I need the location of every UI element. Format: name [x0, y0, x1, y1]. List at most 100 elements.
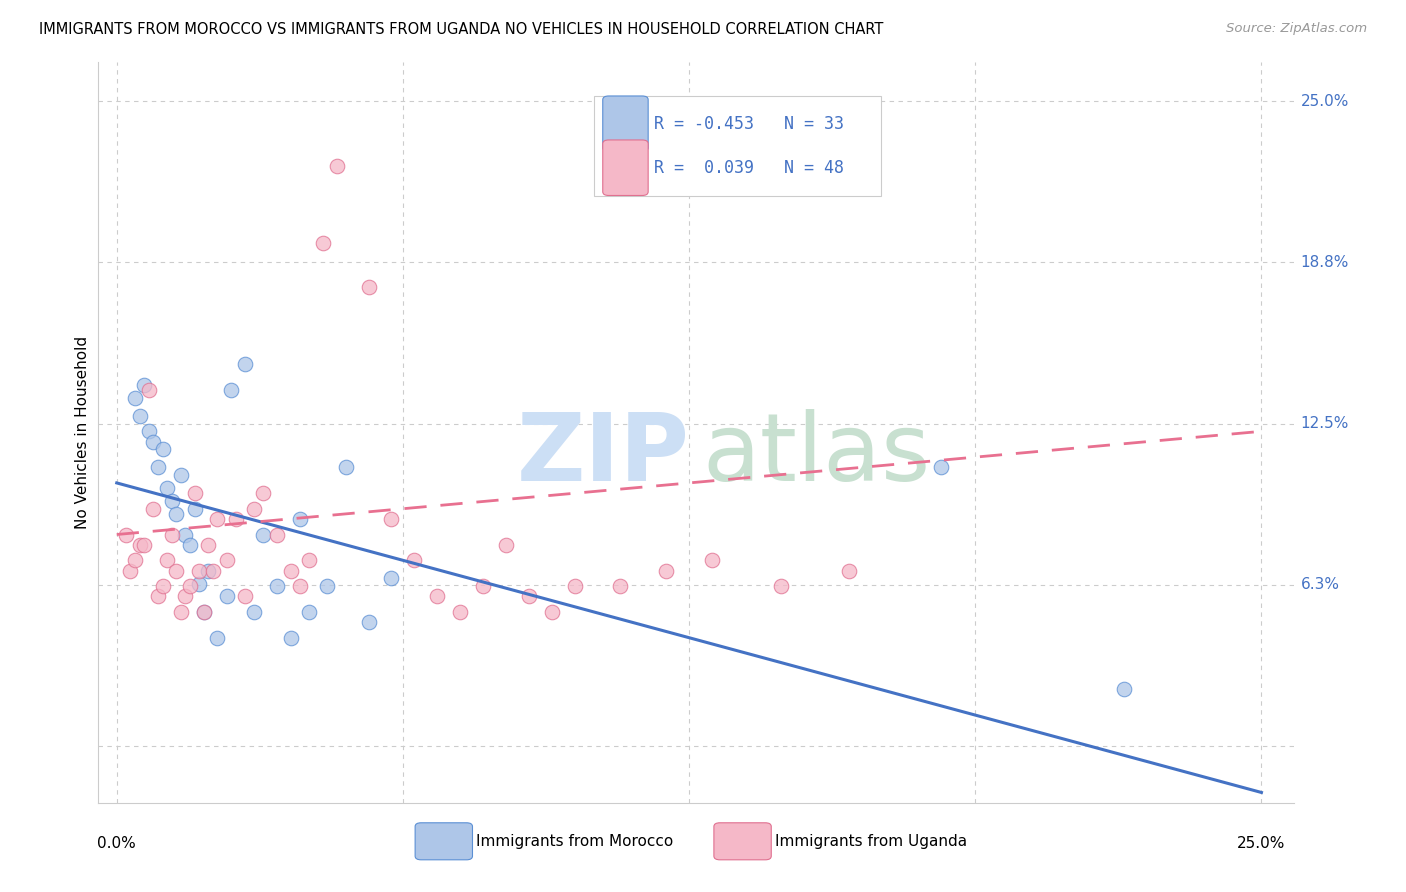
Point: [495, 538, 517, 552]
Point: [243, 501, 266, 516]
Text: R =  0.039   N = 48: R = 0.039 N = 48: [654, 159, 844, 177]
Point: [233, 357, 256, 371]
Point: [142, 434, 165, 449]
Point: [312, 235, 335, 250]
Point: [215, 590, 238, 604]
Point: [170, 468, 193, 483]
Point: [225, 512, 247, 526]
Point: [193, 605, 215, 619]
Text: 6.3%: 6.3%: [1301, 577, 1340, 592]
Point: [156, 553, 179, 567]
Point: [700, 553, 723, 567]
Point: [165, 507, 187, 521]
Point: [449, 605, 471, 619]
Point: [207, 512, 229, 526]
Point: [298, 605, 321, 619]
Point: [540, 605, 562, 619]
Text: 12.5%: 12.5%: [1301, 416, 1348, 431]
Point: [156, 481, 179, 495]
Point: [280, 631, 302, 645]
Point: [233, 590, 256, 604]
Point: [124, 391, 146, 405]
Text: Immigrants from Morocco: Immigrants from Morocco: [477, 834, 673, 849]
Point: [280, 564, 302, 578]
Point: [769, 579, 792, 593]
Point: [243, 605, 266, 619]
Text: 0.0%: 0.0%: [97, 837, 136, 851]
Point: [655, 564, 678, 578]
FancyBboxPatch shape: [415, 822, 472, 860]
FancyBboxPatch shape: [603, 140, 648, 195]
Point: [193, 605, 215, 619]
Y-axis label: No Vehicles in Household: No Vehicles in Household: [75, 336, 90, 529]
Point: [134, 538, 156, 552]
Point: [357, 280, 380, 294]
Point: [124, 553, 146, 567]
Point: [404, 553, 426, 567]
Text: 25.0%: 25.0%: [1301, 94, 1348, 109]
Point: [188, 564, 211, 578]
Text: Immigrants from Uganda: Immigrants from Uganda: [775, 834, 967, 849]
Point: [142, 501, 165, 516]
Point: [146, 590, 169, 604]
Point: [472, 579, 495, 593]
Text: IMMIGRANTS FROM MOROCCO VS IMMIGRANTS FROM UGANDA NO VEHICLES IN HOUSEHOLD CORRE: IMMIGRANTS FROM MOROCCO VS IMMIGRANTS FR…: [39, 22, 884, 37]
Point: [134, 377, 156, 392]
Text: Source: ZipAtlas.com: Source: ZipAtlas.com: [1226, 22, 1367, 36]
Text: 25.0%: 25.0%: [1237, 837, 1285, 851]
Point: [929, 460, 952, 475]
Point: [201, 564, 224, 578]
Point: [298, 553, 321, 567]
Point: [288, 512, 311, 526]
Point: [426, 590, 449, 604]
Point: [266, 527, 288, 541]
FancyBboxPatch shape: [714, 822, 772, 860]
Point: [564, 579, 586, 593]
Point: [380, 571, 402, 585]
Point: [170, 605, 193, 619]
Point: [152, 579, 174, 593]
Point: [188, 576, 211, 591]
Text: R = -0.453   N = 33: R = -0.453 N = 33: [654, 115, 844, 133]
Point: [252, 527, 274, 541]
Point: [128, 409, 150, 423]
Point: [160, 527, 183, 541]
Point: [335, 460, 357, 475]
Point: [609, 579, 631, 593]
Point: [838, 564, 860, 578]
Point: [174, 590, 197, 604]
Point: [165, 564, 187, 578]
Point: [1114, 682, 1136, 697]
Point: [146, 460, 169, 475]
Text: 18.8%: 18.8%: [1301, 255, 1348, 270]
Point: [183, 486, 205, 500]
Point: [179, 538, 201, 552]
Point: [325, 159, 347, 173]
Point: [266, 579, 288, 593]
Point: [174, 527, 197, 541]
FancyBboxPatch shape: [595, 95, 882, 195]
FancyBboxPatch shape: [603, 96, 648, 152]
Point: [380, 512, 402, 526]
Point: [160, 494, 183, 508]
Point: [115, 527, 138, 541]
Point: [252, 486, 274, 500]
Point: [316, 579, 339, 593]
Point: [179, 579, 201, 593]
Point: [288, 579, 311, 593]
Point: [197, 564, 219, 578]
Text: ZIP: ZIP: [517, 409, 690, 500]
Point: [207, 631, 229, 645]
Point: [120, 564, 142, 578]
Point: [215, 553, 238, 567]
Point: [357, 615, 380, 630]
Point: [152, 442, 174, 457]
Point: [197, 538, 219, 552]
Point: [138, 425, 160, 439]
Point: [517, 590, 540, 604]
Text: atlas: atlas: [702, 409, 931, 500]
Point: [138, 383, 160, 397]
Point: [183, 501, 205, 516]
Point: [219, 383, 242, 397]
Point: [128, 538, 150, 552]
